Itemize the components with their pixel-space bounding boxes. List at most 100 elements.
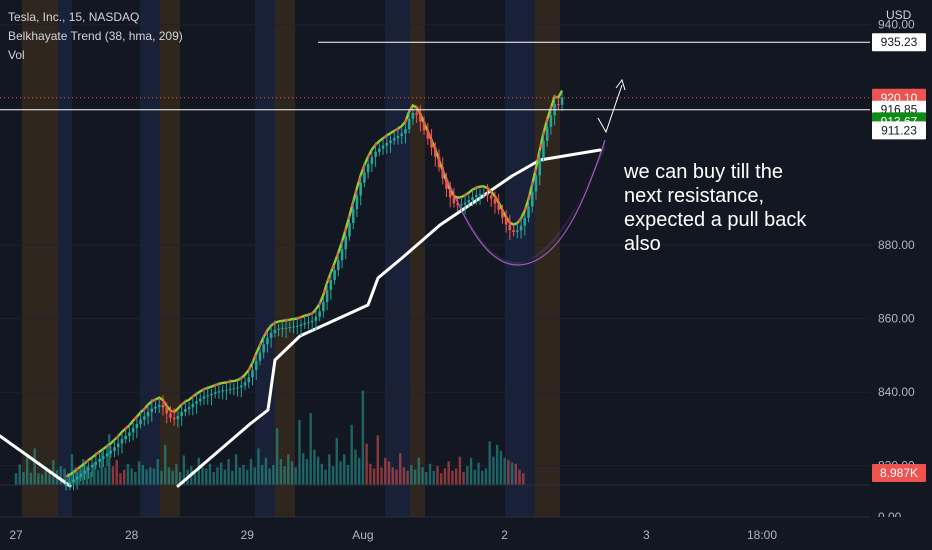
volume-bar — [425, 472, 428, 485]
trend-lines — [0, 89, 602, 488]
volume-bar — [33, 448, 36, 485]
candle-body — [385, 142, 389, 146]
volume-bar — [376, 435, 380, 485]
volume-bar — [395, 469, 398, 485]
candle-body — [79, 473, 83, 477]
volume-bar — [361, 390, 365, 485]
candle-body — [419, 114, 422, 122]
candle-body — [157, 404, 161, 407]
volume-bar — [499, 450, 503, 485]
candle-body — [165, 407, 169, 414]
price-tick-label: 840.00 — [878, 385, 915, 399]
candle-body — [102, 456, 105, 459]
arrow-head — [615, 78, 626, 91]
candle-body — [94, 461, 98, 465]
candle-body — [161, 404, 165, 408]
candle-body — [363, 172, 366, 183]
volume-bar — [484, 468, 488, 485]
volume-bar — [167, 467, 171, 485]
price-tick-label: 940.00 — [878, 18, 915, 32]
candle-body — [273, 329, 277, 333]
annotation-line-4: also — [624, 233, 661, 255]
candle-body — [501, 209, 504, 218]
volume-title[interactable]: Vol — [8, 48, 25, 62]
hma-line — [65, 89, 564, 478]
candle-body — [269, 332, 273, 338]
volume-bar — [160, 470, 163, 485]
annotation-line-3: expected a pull back — [624, 209, 807, 231]
currency-label[interactable]: USD — [886, 8, 912, 22]
volume-bar — [22, 472, 25, 485]
candle-body — [128, 432, 131, 436]
candle-body — [538, 157, 542, 176]
candle-body — [98, 458, 101, 462]
volume-bar — [171, 470, 174, 485]
session-band — [275, 0, 295, 517]
volume-bar — [141, 464, 145, 485]
volume-bar — [208, 463, 212, 485]
candle-body — [493, 198, 497, 204]
volume-bar — [115, 460, 118, 485]
volume-bar — [59, 466, 62, 485]
volume-bar — [238, 467, 241, 485]
candle-body — [340, 249, 344, 261]
candle-body — [187, 407, 191, 409]
volume-bar — [74, 467, 77, 485]
volume-bar — [522, 473, 525, 485]
volume-bar — [492, 456, 495, 485]
volume-bar — [417, 457, 421, 485]
volume-bar — [466, 466, 469, 485]
price-label-box — [872, 33, 926, 52]
volume-bar — [253, 467, 256, 485]
volume-bar — [518, 469, 521, 485]
volume-bar — [205, 468, 208, 485]
volume-bar — [37, 473, 40, 485]
price-label-box — [872, 121, 926, 140]
volume-bar — [387, 461, 391, 485]
volume-bar — [447, 461, 450, 485]
candle-body — [191, 403, 195, 408]
volume-label-box — [872, 464, 926, 482]
symbol-title[interactable]: Tesla, Inc., 15, NASDAQ — [8, 10, 140, 24]
candle-body — [307, 322, 310, 324]
chart-annotation[interactable]: we can buy till the next resistance, exp… — [624, 160, 854, 256]
candle-body — [557, 104, 560, 106]
volume-bar — [29, 472, 33, 485]
volume-bar — [290, 461, 294, 485]
candle-body — [254, 360, 258, 371]
volume-bar — [309, 413, 312, 485]
volume-bar — [339, 461, 342, 485]
volume-bar — [108, 434, 111, 485]
candle-body — [124, 435, 127, 440]
volume-bar — [231, 470, 234, 485]
candle-body — [277, 328, 280, 330]
trend-line — [0, 148, 602, 488]
indicator-title[interactable]: Belkhayate Trend (38, hma, 209) — [8, 29, 183, 43]
candle-body — [284, 327, 288, 329]
candle-body — [456, 203, 459, 206]
volume-bar — [328, 454, 331, 485]
candle-body — [83, 470, 86, 474]
volume-bar — [149, 467, 152, 485]
volume-bar — [145, 469, 148, 485]
candle-body — [549, 115, 553, 127]
candle-body — [348, 223, 351, 237]
grid-lines — [0, 24, 870, 518]
volume-bar — [481, 470, 484, 485]
candle-body — [389, 140, 392, 143]
volume-bar — [331, 466, 335, 485]
candle-body — [258, 352, 262, 361]
volume-bar — [197, 457, 200, 485]
price-tick-label: 860.00 — [878, 312, 915, 326]
volume-bar — [350, 424, 353, 485]
candle-body — [236, 387, 239, 389]
candle-body — [560, 97, 564, 105]
annotation-line-2: next resistance, — [624, 185, 765, 207]
candle-body — [355, 195, 359, 210]
time-tick-label: 3 — [643, 528, 650, 542]
candle-body — [109, 450, 113, 454]
candle-body — [452, 197, 456, 204]
candle-body — [527, 206, 530, 218]
candle-body — [516, 230, 519, 232]
